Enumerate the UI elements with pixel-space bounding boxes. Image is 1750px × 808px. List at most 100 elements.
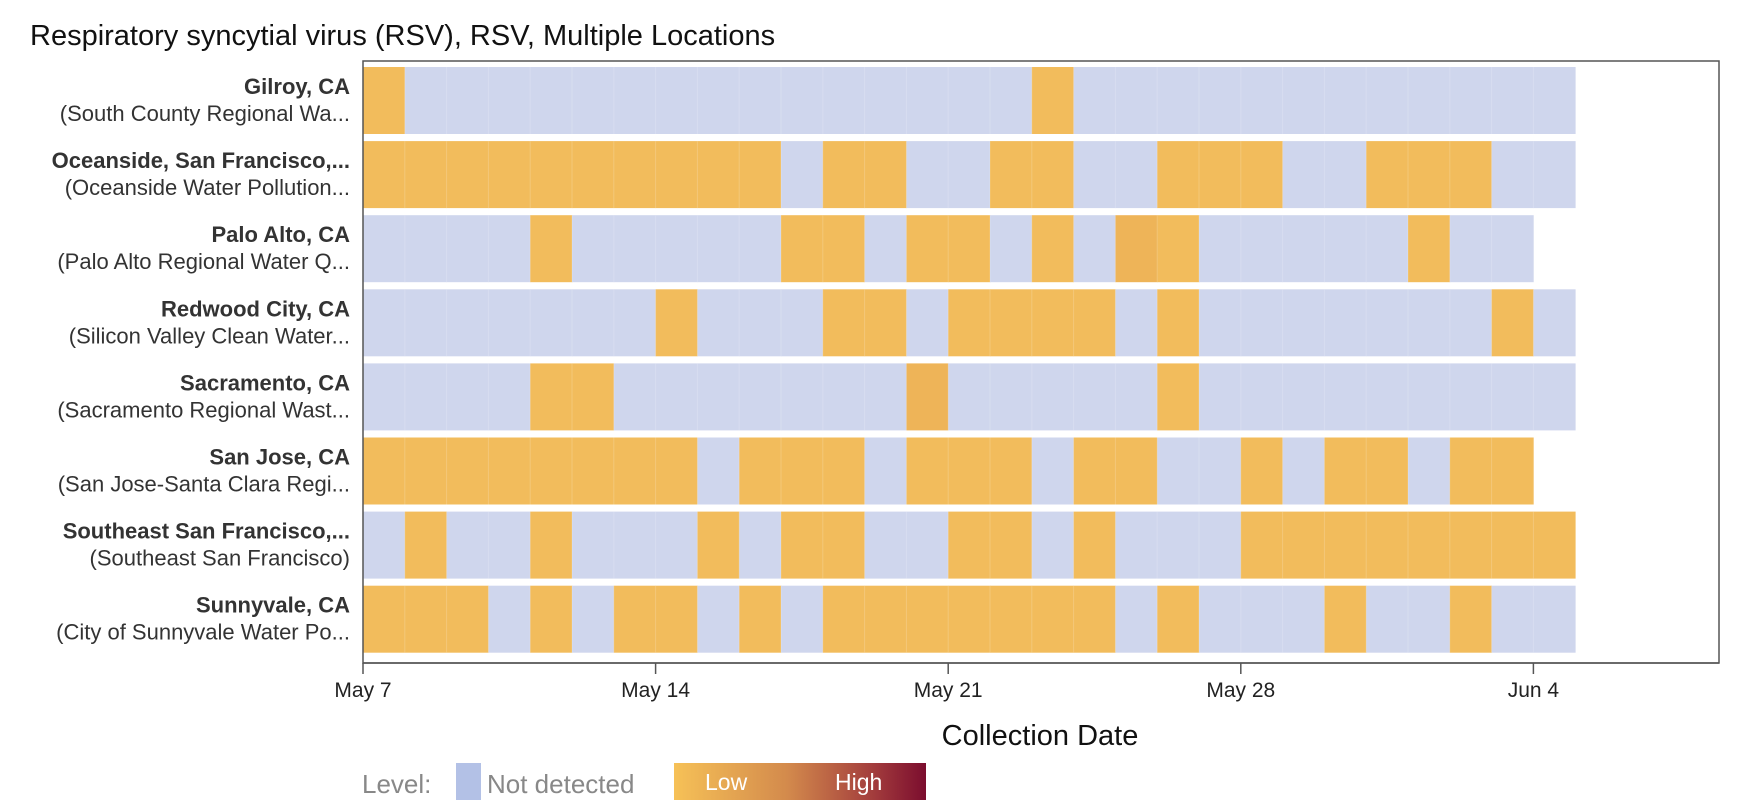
heatmap-cell[interactable] — [1449, 215, 1492, 283]
heatmap-cell[interactable] — [1449, 67, 1492, 134]
heatmap-cell[interactable] — [1199, 289, 1242, 357]
heatmap-cell[interactable] — [1324, 67, 1367, 134]
heatmap-cell[interactable] — [1282, 437, 1325, 505]
heatmap-cell[interactable] — [1199, 511, 1242, 579]
heatmap-cell[interactable] — [655, 437, 698, 505]
heatmap-cell[interactable] — [1282, 215, 1325, 283]
heatmap-cell[interactable] — [530, 141, 573, 209]
heatmap-cell[interactable] — [613, 289, 656, 357]
heatmap-cell[interactable] — [613, 363, 656, 431]
heatmap-cell[interactable] — [1366, 141, 1409, 209]
heatmap-cell[interactable] — [906, 363, 949, 431]
heatmap-cell[interactable] — [363, 289, 406, 357]
heatmap-cell[interactable] — [781, 437, 824, 505]
heatmap-cell[interactable] — [1199, 363, 1242, 431]
heatmap-cell[interactable] — [1491, 437, 1534, 505]
heatmap-cell[interactable] — [1115, 289, 1158, 357]
heatmap-cell[interactable] — [948, 437, 991, 505]
heatmap-cell[interactable] — [1449, 363, 1492, 431]
heatmap-cell[interactable] — [1366, 585, 1409, 653]
heatmap-cell[interactable] — [1199, 585, 1242, 653]
heatmap-cell[interactable] — [1449, 289, 1492, 357]
heatmap-cell[interactable] — [1031, 437, 1074, 505]
heatmap-cell[interactable] — [1157, 289, 1200, 357]
heatmap-cell[interactable] — [363, 585, 406, 653]
heatmap-cell[interactable] — [822, 585, 865, 653]
heatmap-cell[interactable] — [864, 141, 907, 209]
heatmap-cell[interactable] — [446, 141, 489, 209]
heatmap-cell[interactable] — [1115, 585, 1158, 653]
heatmap-cell[interactable] — [906, 511, 949, 579]
heatmap-cell[interactable] — [1533, 363, 1576, 431]
heatmap-cell[interactable] — [739, 363, 782, 431]
heatmap-cell[interactable] — [1073, 141, 1116, 209]
heatmap-cell[interactable] — [655, 511, 698, 579]
heatmap-cell[interactable] — [1031, 67, 1074, 134]
heatmap-cell[interactable] — [655, 585, 698, 653]
heatmap-cell[interactable] — [1157, 215, 1200, 283]
heatmap-cell[interactable] — [1282, 141, 1325, 209]
heatmap-cell[interactable] — [781, 141, 824, 209]
heatmap-cell[interactable] — [1073, 289, 1116, 357]
heatmap-cell[interactable] — [1115, 511, 1158, 579]
heatmap-cell[interactable] — [1073, 511, 1116, 579]
heatmap-cell[interactable] — [1073, 585, 1116, 653]
heatmap-cell[interactable] — [948, 67, 991, 134]
heatmap-cell[interactable] — [1366, 363, 1409, 431]
heatmap-cell[interactable] — [739, 215, 782, 283]
heatmap-cell[interactable] — [530, 511, 573, 579]
heatmap-cell[interactable] — [613, 511, 656, 579]
heatmap-cell[interactable] — [1366, 511, 1409, 579]
heatmap-cell[interactable] — [822, 363, 865, 431]
heatmap-cell[interactable] — [1073, 363, 1116, 431]
heatmap-cell[interactable] — [1240, 215, 1283, 283]
heatmap-cell[interactable] — [404, 511, 447, 579]
heatmap-cell[interactable] — [1157, 511, 1200, 579]
heatmap-cell[interactable] — [1031, 363, 1074, 431]
heatmap-cell[interactable] — [655, 141, 698, 209]
heatmap-cell[interactable] — [1115, 141, 1158, 209]
heatmap-cell[interactable] — [613, 141, 656, 209]
heatmap-cell[interactable] — [864, 437, 907, 505]
heatmap-cell[interactable] — [906, 289, 949, 357]
heatmap-cell[interactable] — [990, 437, 1033, 505]
heatmap-cell[interactable] — [1408, 215, 1451, 283]
heatmap-cell[interactable] — [488, 511, 531, 579]
heatmap-cell[interactable] — [530, 289, 573, 357]
heatmap-cell[interactable] — [1491, 141, 1534, 209]
heatmap-cell[interactable] — [1115, 363, 1158, 431]
heatmap-cell[interactable] — [1366, 215, 1409, 283]
heatmap-cell[interactable] — [613, 67, 656, 134]
heatmap-cell[interactable] — [697, 363, 740, 431]
heatmap-cell[interactable] — [1491, 67, 1534, 134]
heatmap-cell[interactable] — [363, 141, 406, 209]
heatmap-cell[interactable] — [446, 215, 489, 283]
heatmap-cell[interactable] — [655, 67, 698, 134]
heatmap-cell[interactable] — [488, 289, 531, 357]
heatmap-cell[interactable] — [739, 511, 782, 579]
heatmap-cell[interactable] — [572, 511, 615, 579]
heatmap-cell[interactable] — [363, 511, 406, 579]
heatmap-cell[interactable] — [1449, 437, 1492, 505]
heatmap-cell[interactable] — [822, 511, 865, 579]
heatmap-cell[interactable] — [948, 363, 991, 431]
heatmap-cell[interactable] — [1533, 67, 1576, 134]
heatmap-cell[interactable] — [1073, 67, 1116, 134]
heatmap-cell[interactable] — [948, 215, 991, 283]
heatmap-cell[interactable] — [404, 141, 447, 209]
heatmap-cell[interactable] — [530, 67, 573, 134]
heatmap-cell[interactable] — [1366, 289, 1409, 357]
heatmap-cell[interactable] — [488, 141, 531, 209]
heatmap-cell[interactable] — [1491, 215, 1534, 283]
heatmap-cell[interactable] — [906, 437, 949, 505]
heatmap-cell[interactable] — [613, 215, 656, 283]
heatmap-cell[interactable] — [572, 67, 615, 134]
heatmap-cell[interactable] — [864, 215, 907, 283]
heatmap-cell[interactable] — [1115, 437, 1158, 505]
heatmap-cell[interactable] — [1324, 585, 1367, 653]
heatmap-cell[interactable] — [864, 511, 907, 579]
heatmap-cell[interactable] — [1408, 511, 1451, 579]
heatmap-cell[interactable] — [572, 215, 615, 283]
heatmap-cell[interactable] — [1491, 363, 1534, 431]
heatmap-cell[interactable] — [363, 215, 406, 283]
